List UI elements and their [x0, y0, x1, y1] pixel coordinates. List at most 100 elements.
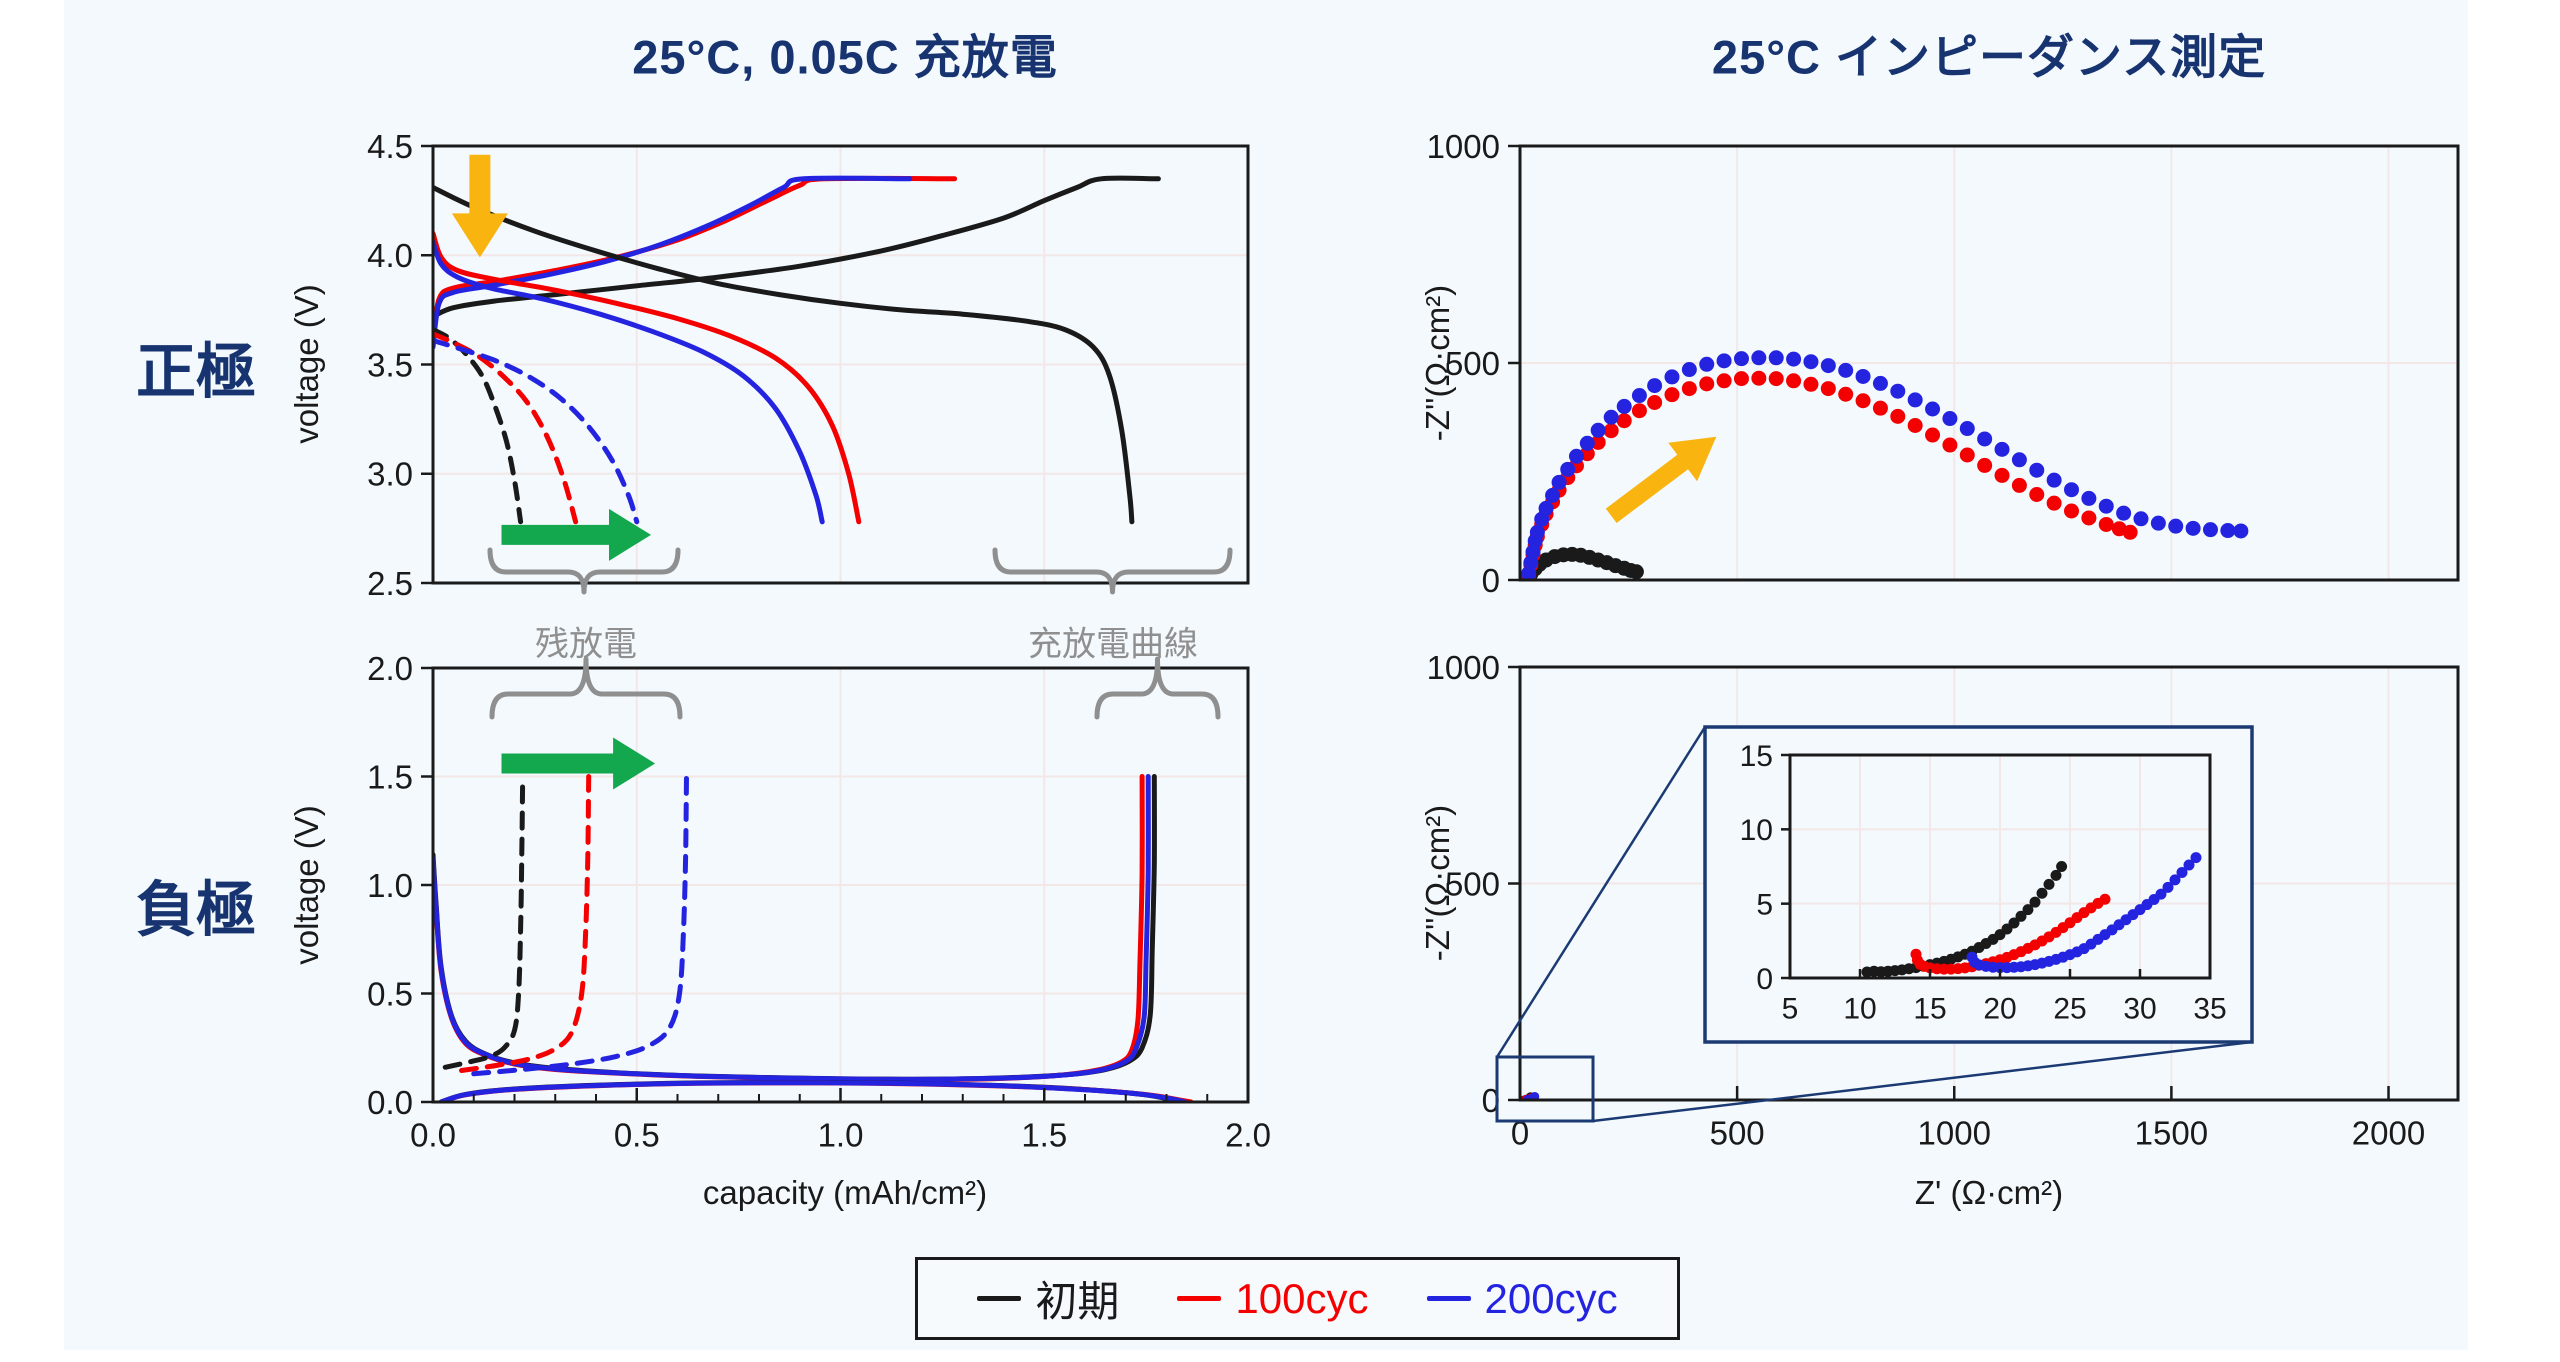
impedance-inset-point-100cyc [2099, 893, 2111, 905]
y-tick-label: 3.5 [367, 346, 413, 383]
impedance-full-point-200cyc [1751, 350, 1767, 366]
impedance-full-point-200cyc [1820, 358, 1836, 374]
y-tick-label: 10 [1740, 814, 1773, 847]
impedance-full-point-100cyc [1959, 447, 1975, 463]
legend-line-initial [977, 1296, 1022, 1301]
impedance-full-point-100cyc [2122, 524, 2138, 540]
impedance-full-point-200cyc [1786, 351, 1802, 367]
x-tick-label: 2000 [2352, 1115, 2425, 1152]
anode-curve-200cyc_lower [438, 1080, 1188, 1102]
impedance-full-point-200cyc [1925, 401, 1941, 417]
inset-connector-line [1495, 726, 1707, 1058]
legend-line-200cyc [1426, 1296, 1471, 1301]
cathode-curve-200cyc_charge [433, 175, 913, 350]
legend-label-100cyc: 100cyc [1235, 1274, 1369, 1322]
impedance-full-point-200cyc [1560, 461, 1576, 477]
impedance-full-point-100cyc [1631, 403, 1647, 419]
impedance-full-point-initial [1628, 564, 1644, 580]
row-label-positive-electrode: 正極 [136, 338, 256, 406]
impedance-inset-point-200cyc [2183, 859, 2195, 871]
impedance-full-point-100cyc [1855, 393, 1871, 409]
yellow-arrow [1605, 436, 1717, 523]
legend-label-initial: 初期 [1035, 1278, 1120, 1325]
title-charge-discharge: 25°C, 0.05C 充放電 [632, 30, 1058, 84]
x-tick-label: 0.5 [614, 1117, 660, 1154]
impedance-full-point-200cyc [1590, 422, 1606, 438]
anode-curve-initial_residual [442, 774, 526, 1070]
y-tick-label: 4.5 [367, 128, 413, 165]
x-tick-label: 25 [2053, 993, 2086, 1026]
impedance-full-point-200cyc [2150, 515, 2166, 531]
impedance-inset-point-initial [2056, 861, 2068, 872]
x-tick-label: 2.0 [1225, 1117, 1271, 1154]
brace-residual-bottom [489, 656, 683, 720]
cathode-plot-area [433, 146, 1248, 583]
x-tick-label: 0 [1511, 1115, 1529, 1152]
impedance-full-point-100cyc [1803, 376, 1819, 392]
y-tick-label: 0.0 [367, 1084, 413, 1121]
cathode-curve-100cyc_charge [433, 175, 958, 341]
x-tick-label: 20 [1983, 993, 2016, 1026]
impedance-full-point-200cyc [1716, 353, 1732, 369]
x-tick-label: 1000 [1918, 1115, 1991, 1152]
y-tick-label: 500 [1445, 345, 1500, 382]
legend-line-100cyc [1177, 1296, 1222, 1301]
impedance-full-point-200cyc [1959, 421, 1975, 437]
impedance-full-point-100cyc [2011, 477, 2027, 493]
anode-curve-200cyc_full [433, 774, 1151, 1082]
impedance-full-point-200cyc [1977, 431, 1993, 447]
cathode-curve-initial_discharge [433, 185, 1135, 525]
impedance-full-point-200cyc [1647, 378, 1663, 394]
legend-label-200cyc: 200cyc [1484, 1274, 1618, 1322]
impedance-full-point-200cyc [1699, 356, 1715, 372]
impedance-full-point-200cyc [1855, 368, 1871, 384]
impedance-inset-point-initial [2015, 910, 2027, 922]
impedance-full-point-100cyc [1664, 387, 1680, 403]
impedance-full-point-100cyc [1647, 394, 1663, 410]
impedance-full-point-100cyc [1733, 371, 1749, 387]
annotation-residual-discharge: 残放電 [535, 625, 637, 664]
impedance-inset-point-initial [2036, 887, 2048, 899]
y-tick-label: 0 [1482, 1082, 1500, 1119]
impedance-full-point-200cyc [2202, 522, 2218, 538]
impedance-inset-plot-border [1788, 753, 2212, 980]
anode-plot-area [433, 668, 1248, 1102]
annotation-charge-discharge-curve: 充放電曲線 [1028, 625, 1198, 664]
green-arrow [501, 737, 656, 790]
impedance-full-point-200cyc [1994, 441, 2010, 457]
impedance-full-point-200cyc [2046, 472, 2062, 488]
y-tick-label: 5 [1756, 888, 1773, 921]
legend-item-initial: 初期 [977, 1268, 1119, 1329]
cathode-curve-100cyc_residual_discharge [433, 331, 579, 525]
x-tick-label: 30 [2123, 993, 2156, 1026]
impedance-full-point-200cyc [2029, 462, 2045, 478]
impedance-full-point-100cyc [1616, 413, 1632, 429]
x-tick-label: 500 [1710, 1115, 1765, 1152]
impedance-full-point-100cyc [1699, 376, 1715, 392]
impedance-full-point-200cyc [1681, 362, 1697, 378]
impedance-full-point-200cyc [1664, 369, 1680, 385]
y-tick-label: 1.0 [367, 867, 413, 904]
zoom-region-box [1495, 1055, 1595, 1123]
impedance-full-point-200cyc [1568, 448, 1584, 464]
x-tick-label: 35 [2193, 993, 2226, 1026]
inset-frame [1703, 725, 2254, 1044]
x-axis-label-capacity: capacity (mAh/cm²) [702, 1174, 988, 1211]
impedance-full-plot-area [1520, 146, 2458, 580]
impedance-full-point-200cyc [1529, 524, 1545, 540]
cathode-curve-200cyc_residual_discharge [433, 337, 640, 525]
impedance-full-plot-border [1518, 144, 2460, 582]
impedance-inset-plot-area [1790, 755, 2210, 978]
impedance-full-point-200cyc [2011, 452, 2027, 468]
y-tick-label: 0.5 [367, 975, 413, 1012]
impedance-inset-point-200cyc [2162, 881, 2174, 893]
impedance-full-point-100cyc [1838, 386, 1854, 402]
x-tick-label: 0.0 [410, 1117, 456, 1154]
anode-curve-100cyc_residual [459, 774, 592, 1074]
impedance-full-point-100cyc [2064, 503, 2080, 519]
impedance-full-point-100cyc [1977, 457, 1993, 473]
y-tick-label: 0 [1482, 562, 1500, 599]
y-tick-label: 1000 [1427, 649, 1500, 686]
anode-curve-200cyc_residual [471, 774, 689, 1077]
impedance-full-point-200cyc [1872, 375, 1888, 391]
